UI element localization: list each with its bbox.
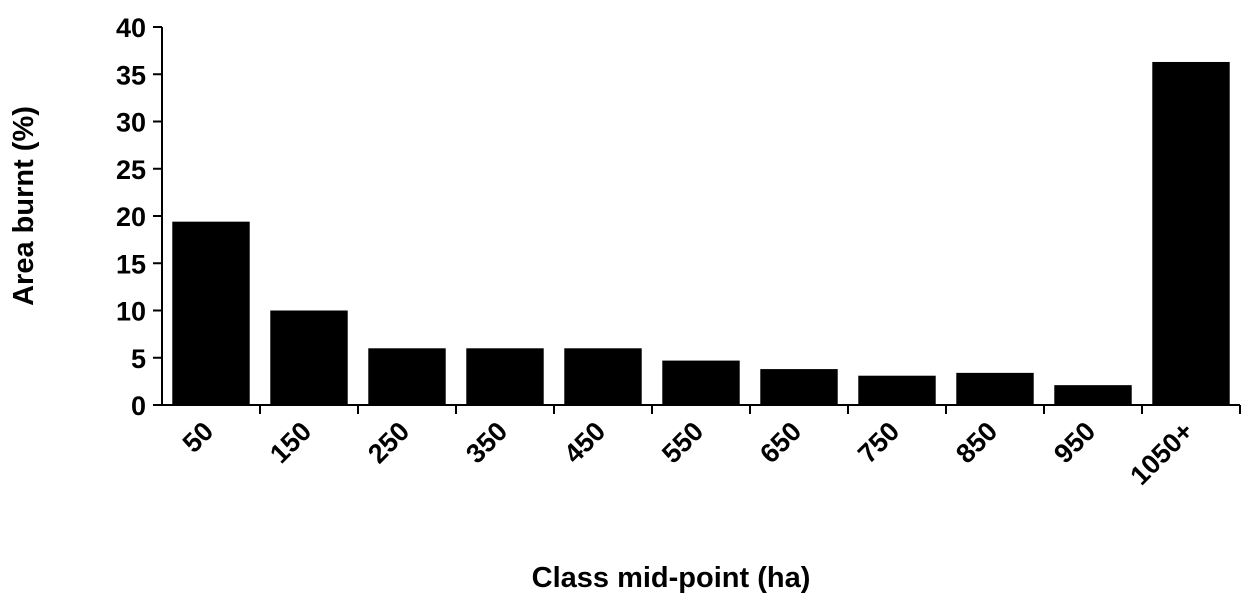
bar-150 (270, 310, 348, 405)
bar-550 (662, 360, 740, 405)
x-tick-label: 1050+ (1124, 416, 1199, 491)
y-tick-label: 35 (116, 60, 146, 90)
y-tick-label: 20 (116, 202, 146, 232)
x-tick-label: 350 (460, 416, 513, 469)
y-tick-label: 25 (116, 155, 146, 185)
bar-950 (1054, 385, 1132, 405)
bars-group (172, 61, 1230, 406)
bar-450 (564, 348, 642, 405)
bar-850 (956, 372, 1034, 405)
bar-750 (858, 375, 936, 405)
x-tick-label: 550 (656, 416, 709, 469)
x-axis-label: Class mid-point (ha) (532, 562, 811, 594)
y-axis-ticks: 0 5 10 15 20 25 30 35 40 (116, 13, 162, 421)
x-tick-label: 250 (362, 416, 415, 469)
y-tick-label: 5 (131, 344, 146, 374)
bar-50 (172, 221, 250, 405)
x-tick-label: 450 (558, 416, 611, 469)
bar-650 (760, 369, 838, 405)
x-axis-ticks: 50 150 250 350 450 550 650 750 850 950 1050+ (177, 405, 1241, 491)
bar-250 (368, 348, 446, 405)
y-tick-label: 30 (116, 108, 146, 138)
x-tick-label: 950 (1048, 416, 1101, 469)
x-tick-label: 850 (950, 416, 1003, 469)
y-tick-label: 0 (131, 391, 146, 421)
x-tick-label: 50 (177, 416, 219, 458)
bar-350 (466, 348, 544, 405)
x-tick-label: 150 (264, 416, 317, 469)
y-axis-label: Area burnt (%) (8, 106, 40, 306)
y-tick-label: 15 (116, 249, 146, 279)
x-tick-label: 750 (852, 416, 905, 469)
x-tick-label: 650 (754, 416, 807, 469)
bar-1050+ (1152, 61, 1230, 406)
y-tick-label: 10 (116, 297, 146, 327)
y-tick-label: 40 (116, 13, 146, 43)
